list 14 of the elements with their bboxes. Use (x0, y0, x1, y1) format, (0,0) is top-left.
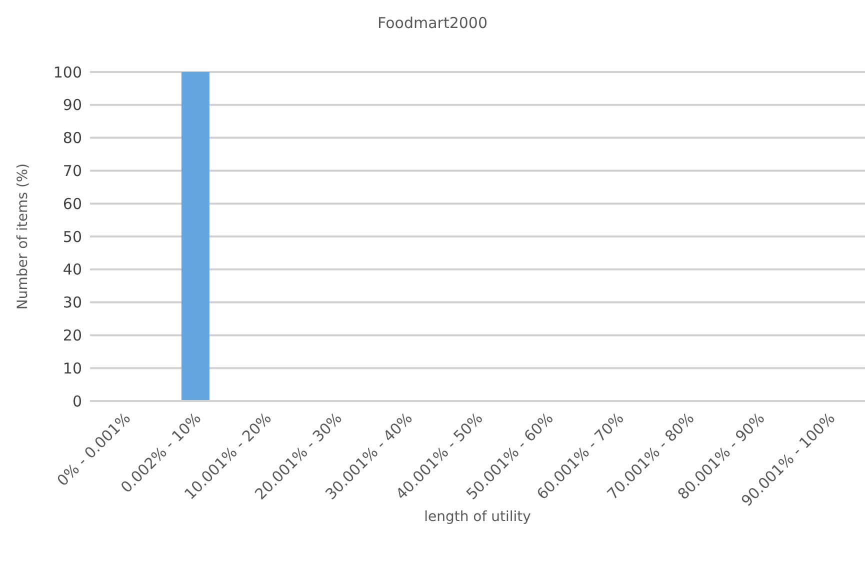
y-tick-label: 80 (62, 129, 82, 148)
y-tick-label: 50 (62, 228, 82, 246)
y-tick-label: 10 (62, 359, 82, 378)
y-axis-title: Number of items (%) (14, 163, 31, 310)
y-tick-label: 0 (72, 392, 82, 410)
y-tick-label: 20 (62, 326, 82, 345)
y-tick-label: 70 (62, 162, 82, 180)
y-tick-label: 30 (62, 294, 82, 312)
chart-title: Foodmart2000 (376, 14, 488, 32)
y-tick-label: 60 (62, 194, 82, 213)
y-tick-label: 100 (53, 63, 82, 82)
y-tick-label: 90 (62, 96, 82, 114)
y-tick-label: 40 (62, 260, 82, 279)
x-axis-title: length of utility (424, 509, 531, 525)
